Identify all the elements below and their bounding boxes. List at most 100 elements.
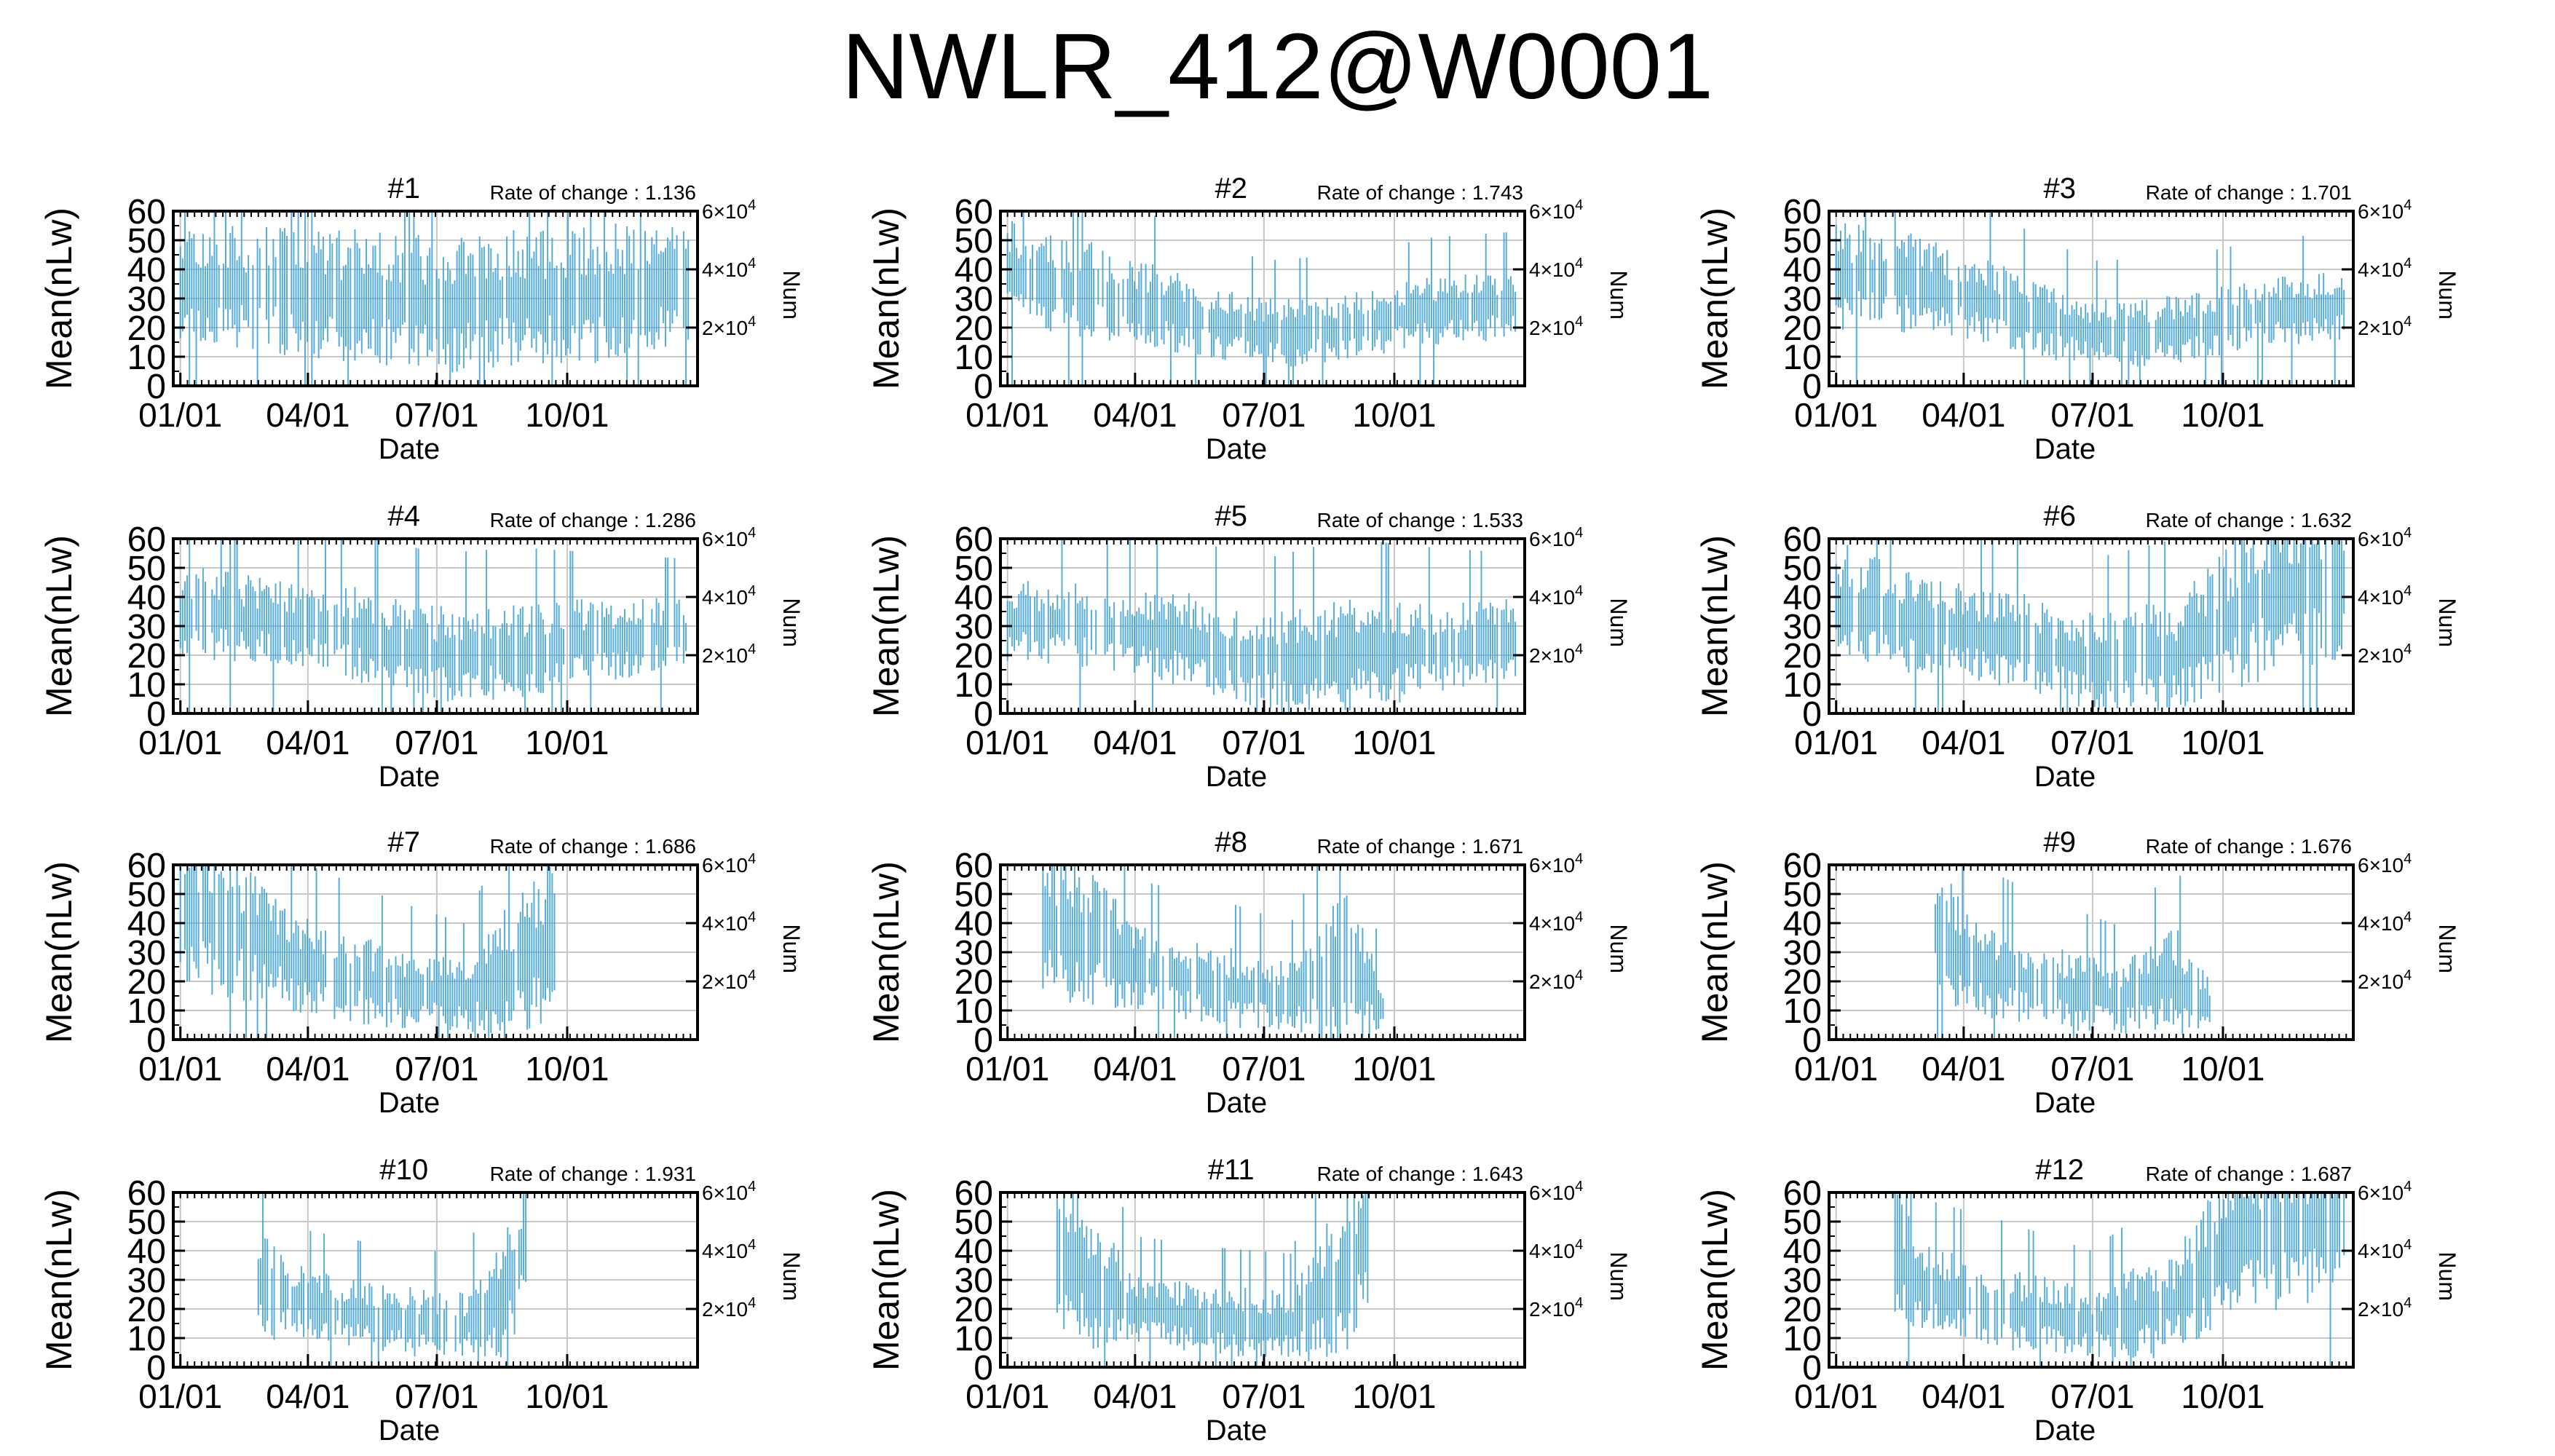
y-tick-label: 40 <box>127 251 166 290</box>
y-tick-label: 0 <box>974 695 993 734</box>
y2-tick-label: 4×104 <box>2358 1237 2412 1262</box>
y-tick-label: 60 <box>127 847 166 885</box>
x-axis-label: Date <box>379 433 441 465</box>
x-tick-label: 07/01 <box>1222 1050 1306 1088</box>
y-axis-label: Mean(nLw) <box>1694 207 1735 389</box>
x-tick-label: 04/01 <box>1093 724 1177 761</box>
series-marks <box>1934 865 2211 1040</box>
y-tick-label: 20 <box>1783 1291 1822 1329</box>
y-tick-label: 10 <box>1783 992 1822 1031</box>
y2-axis-label: Num <box>2434 270 2460 320</box>
y2-tick-label: 6×104 <box>1529 197 1583 223</box>
y2-tick-label: 4×104 <box>702 256 756 281</box>
y-tick-label: 20 <box>127 1291 166 1329</box>
y-tick-label: 60 <box>1783 847 1822 885</box>
y2-tick-label: 6×104 <box>1529 1179 1583 1204</box>
y-tick-label: 40 <box>1783 1233 1822 1271</box>
y-tick-label: 40 <box>955 251 993 290</box>
y-tick-label: 40 <box>955 1233 993 1271</box>
rate-of-change-label: Rate of change : 1.533 <box>1317 509 1523 531</box>
x-tick-label: 07/01 <box>2050 1377 2134 1415</box>
y-tick-label: 30 <box>955 608 993 646</box>
x-tick-label: 04/01 <box>266 396 350 434</box>
y-tick-label: 30 <box>1783 934 1822 973</box>
y-tick-label: 10 <box>127 1320 166 1358</box>
y-tick-label: 10 <box>955 992 993 1031</box>
x-tick-label: 07/01 <box>2050 724 2134 761</box>
y-tick-label: 10 <box>1783 1320 1822 1358</box>
rate-of-change-label: Rate of change : 1.701 <box>2146 181 2352 204</box>
x-axis-label: Date <box>2034 433 2096 465</box>
y2-axis-label: Num <box>2434 924 2460 973</box>
x-axis-label: Date <box>379 1415 441 1447</box>
y-axis-label: Mean(nLw) <box>39 861 79 1043</box>
y2-axis-label: Num <box>778 924 805 973</box>
y-tick-label: 0 <box>974 368 993 406</box>
x-tick-label: 07/01 <box>2050 396 2134 434</box>
rate-of-change-label: Rate of change : 1.632 <box>2146 509 2352 531</box>
x-tick-label: 01/01 <box>1794 1377 1878 1415</box>
rate-of-change-label: Rate of change : 1.931 <box>490 1163 696 1185</box>
x-axis-label: Date <box>1206 1415 1268 1447</box>
y2-tick-label: 2×104 <box>1529 1295 1583 1321</box>
x-tick-label: 10/01 <box>2181 396 2264 434</box>
panel-title: #7 <box>388 826 421 858</box>
y-tick-label: 10 <box>1783 339 1822 377</box>
x-tick-label: 07/01 <box>395 1050 478 1088</box>
y-tick-label: 40 <box>127 905 166 943</box>
y-tick-label: 20 <box>127 637 166 676</box>
y-tick-label: 50 <box>955 1203 993 1242</box>
y-tick-label: 30 <box>127 1262 166 1300</box>
x-tick-label: 07/01 <box>2050 1050 2134 1088</box>
y-tick-label: 50 <box>955 222 993 261</box>
x-tick-label: 07/01 <box>395 724 478 761</box>
y2-axis-label: Num <box>778 270 805 320</box>
series-marks <box>1056 1192 1369 1367</box>
x-tick-label: 10/01 <box>2181 1050 2264 1088</box>
y-axis-label: Mean(nLw) <box>866 207 907 389</box>
y-tick-label: 60 <box>1783 193 1822 232</box>
y-tick-label: 20 <box>127 309 166 348</box>
y-tick-label: 20 <box>955 1291 993 1329</box>
y-tick-label: 30 <box>127 934 166 973</box>
y-tick-label: 30 <box>1783 1262 1822 1300</box>
y-tick-label: 40 <box>1783 251 1822 290</box>
x-tick-label: 04/01 <box>1922 724 2005 761</box>
x-tick-label: 04/01 <box>266 724 350 761</box>
y2-tick-label: 6×104 <box>702 851 756 877</box>
y-tick-label: 0 <box>146 368 166 406</box>
y-tick-label: 50 <box>1783 876 1822 914</box>
y-tick-label: 50 <box>955 550 993 588</box>
x-axis-label: Date <box>379 761 441 793</box>
x-tick-label: 10/01 <box>525 396 609 434</box>
y2-tick-label: 2×104 <box>2358 968 2412 993</box>
y2-axis-label: Num <box>1606 924 1632 973</box>
y-tick-label: 50 <box>127 550 166 588</box>
series-marks <box>1042 865 1384 1040</box>
y-tick-label: 0 <box>1802 1021 1822 1060</box>
y-axis-label: Mean(nLw) <box>39 535 79 717</box>
y-tick-label: 10 <box>955 666 993 705</box>
y2-tick-label: 4×104 <box>1529 583 1583 609</box>
y-tick-label: 40 <box>127 579 166 617</box>
y-axis-label: Mean(nLw) <box>39 207 79 389</box>
y-axis-label: Mean(nLw) <box>1694 861 1735 1043</box>
y-axis-label: Mean(nLw) <box>866 535 907 717</box>
y-tick-label: 50 <box>127 1203 166 1242</box>
panel-title: #1 <box>388 173 421 205</box>
series-marks <box>1835 539 2345 713</box>
x-axis-label: Date <box>1206 761 1268 793</box>
y-axis-label: Mean(nLw) <box>1694 535 1735 717</box>
x-tick-label: 04/01 <box>1922 1050 2005 1088</box>
y2-tick-label: 4×104 <box>2358 909 2412 935</box>
y-tick-label: 30 <box>127 608 166 646</box>
x-tick-label: 01/01 <box>965 396 1049 434</box>
y2-tick-label: 2×104 <box>702 968 756 993</box>
rate-of-change-label: Rate of change : 1.687 <box>2146 1163 2352 1185</box>
